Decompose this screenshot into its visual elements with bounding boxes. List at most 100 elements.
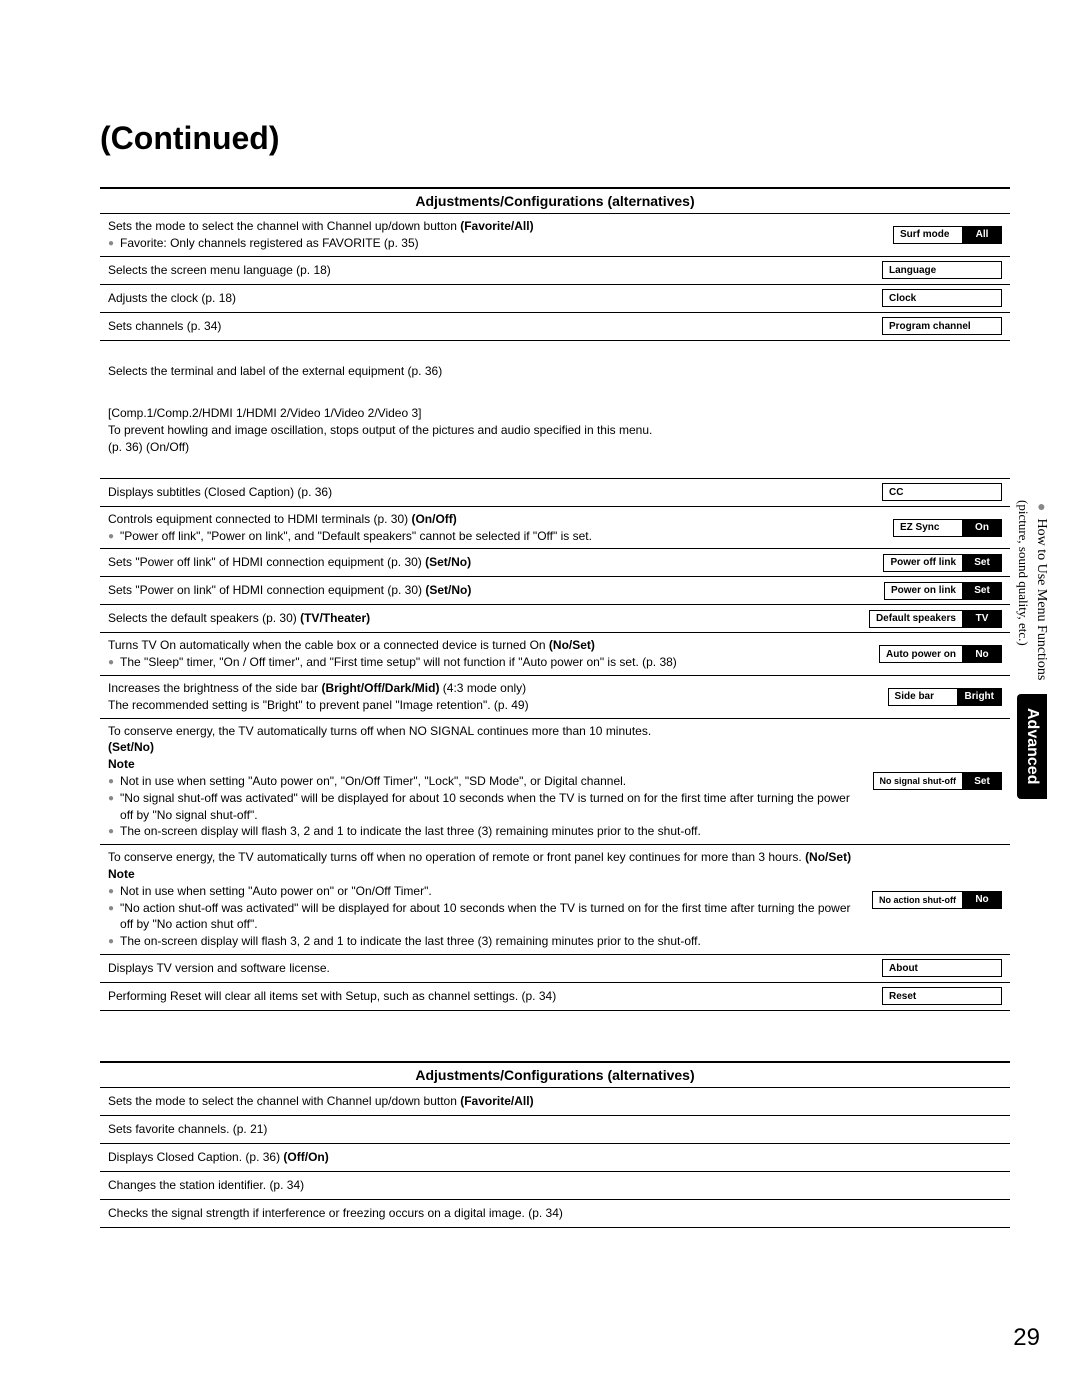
autopwr-label: Auto power on [879,645,963,663]
row-cc: Displays subtitles (Closed Caption) (p. … [100,479,1010,507]
poff-desc: Sets "Power off link" of HDMI connection… [108,555,425,569]
side-text-group: How to Use Menu Functions (picture, soun… [1014,500,1050,680]
comp-body: To prevent howling and image oscillation… [108,423,652,437]
row-poweroff: Sets "Power off link" of HDMI connection… [100,549,1010,577]
cc-desc: Displays subtitles (Closed Caption) (p. … [108,484,882,501]
prog-desc: Sets channels (p. 34) [108,318,882,335]
autopwr-bold: (No/Set) [549,638,595,652]
t2-r5-desc: Checks the signal strength if interferen… [108,1205,1002,1222]
noact-b3: The on-screen display will flash 3, 2 an… [120,933,701,950]
table2-header: Adjustments/Configurations (alternatives… [100,1061,1010,1088]
t2-r3-desc: Displays Closed Caption. (p. 36) [108,1150,283,1164]
sidebar-line2: The recommended setting is "Bright" to p… [108,698,529,712]
about-desc: Displays TV version and software license… [108,960,882,977]
comp-page: (p. 36) [108,440,146,454]
sidebar-label: Side bar [888,688,958,706]
pon-label: Power on link [884,582,963,600]
noact-note: Note [108,867,135,881]
sidebar-value: Bright [957,688,1002,706]
pon-desc: Sets "Power on link" of HDMI connection … [108,583,425,597]
defspk-bold: (TV/Theater) [300,611,370,625]
noact-b2: "No action shut-off was activated" will … [120,900,862,934]
t2-r1-bold: (Favorite/All) [460,1094,533,1108]
t2-r2-desc: Sets favorite channels. (p. 21) [108,1121,1002,1138]
row-noaction: To conserve energy, the TV automatically… [100,845,1010,955]
row-nosignal: To conserve energy, the TV automatically… [100,719,1010,846]
t2-r5: Checks the signal strength if interferen… [100,1200,1010,1228]
defspk-value: TV [962,610,1002,628]
surf-label: Surf mode [893,226,963,244]
side-line2: (picture, sound quality, etc.) [1016,500,1031,646]
poff-value: Set [962,554,1002,572]
prog-label: Program channel [882,317,1002,335]
sidebar-desc2: (4:3 mode only) [439,681,526,695]
t2-r3: Displays Closed Caption. (p. 36) (Off/On… [100,1144,1010,1172]
noact-b1: Not in use when setting "Auto power on" … [120,883,432,900]
surf-bold: (Favorite/All) [460,219,533,233]
row-reset: Performing Reset will clear all items se… [100,983,1010,1011]
noact-bold: (No/Set) [805,850,851,864]
about-label: About [882,959,1002,977]
t2-r3-bold: (Off/On) [283,1150,328,1164]
ez-desc: Controls equipment connected to HDMI ter… [108,512,411,526]
nosig-label: No signal shut-off [873,772,964,790]
nosig-b1: Not in use when setting "Auto power on",… [120,773,626,790]
sidebar-bold1: (Bright/Off/Dark/Mid) [321,681,439,695]
nosig-desc: To conserve energy, the TV automatically… [108,724,651,738]
row-defspeakers: Selects the default speakers (p. 30) (TV… [100,605,1010,633]
poff-label: Power off link [883,554,963,572]
row-poweron: Sets "Power on link" of HDMI connection … [100,577,1010,605]
row-ezsync: Controls equipment connected to HDMI ter… [100,507,1010,550]
nosig-bold: (Set/No) [108,740,154,754]
comp-bold: (On/Off) [146,440,189,454]
lang-label: Language [882,261,1002,279]
side-tab: How to Use Menu Functions (picture, soun… [1014,500,1050,799]
noact-desc: To conserve energy, the TV automatically… [108,850,805,864]
surf-value: All [962,226,1002,244]
autopwr-desc: Turns TV On automatically when the cable… [108,638,549,652]
bullet-icon [1034,500,1049,515]
defspk-label: Default speakers [869,610,963,628]
pon-value: Set [962,582,1002,600]
clock-desc: Adjusts the clock (p. 18) [108,290,882,307]
poff-bold: (Set/No) [425,555,471,569]
nosig-b2: "No signal shut-off was activated" will … [120,790,862,824]
t2-r1-desc: Sets the mode to select the channel with… [108,1094,460,1108]
ez-bullet: "Power off link", "Power on link", and "… [120,528,592,545]
side-line1: How to Use Menu Functions [1034,519,1049,681]
defspk-desc: Selects the default speakers (p. 30) [108,611,300,625]
noact-label: No action shut-off [872,891,963,909]
ez-value: On [962,519,1002,537]
lang-desc: Selects the screen menu language (p. 18) [108,262,882,279]
nosig-b3: The on-screen display will flash 3, 2 an… [120,823,701,840]
surf-desc: Sets the mode to select the channel with… [108,219,460,233]
autopwr-bullet: The "Sleep" timer, "On / Off timer", and… [120,654,677,671]
nosig-note: Note [108,757,135,771]
advanced-tab: Advanced [1017,694,1047,798]
page-title: (Continued) [100,120,1010,157]
row-language: Selects the screen menu language (p. 18)… [100,257,1010,285]
noact-value: No [962,891,1002,909]
terminal-desc: Selects the terminal and label of the ex… [100,359,1010,384]
autopwr-value: No [962,645,1002,663]
page-number: 29 [1013,1324,1040,1352]
row-sidebar: Increases the brightness of the side bar… [100,676,1010,719]
t2-r4-desc: Changes the station identifier. (p. 34) [108,1177,1002,1194]
t2-r4: Changes the station identifier. (p. 34) [100,1172,1010,1200]
row-about: Displays TV version and software license… [100,955,1010,983]
row-surf: Sets the mode to select the channel with… [100,214,1010,257]
comp-section: [Comp.1/Comp.2/HDMI 1/HDMI 2/Video 1/Vid… [100,401,1010,459]
table1-header: Adjustments/Configurations (alternatives… [100,187,1010,214]
t2-r2: Sets favorite channels. (p. 21) [100,1116,1010,1144]
ez-label: EZ Sync [893,519,963,537]
t2-r1: Sets the mode to select the channel with… [100,1088,1010,1116]
ez-bold: (On/Off) [411,512,456,526]
surf-bullet: Favorite: Only channels registered as FA… [120,235,419,252]
reset-label: Reset [882,987,1002,1005]
comp-heading: [Comp.1/Comp.2/HDMI 1/HDMI 2/Video 1/Vid… [108,406,422,420]
row-program-channel: Sets channels (p. 34) Program channel [100,313,1010,341]
row-clock: Adjusts the clock (p. 18) Clock [100,285,1010,313]
sidebar-desc1: Increases the brightness of the side bar [108,681,321,695]
nosig-value: Set [962,772,1002,790]
reset-desc: Performing Reset will clear all items se… [108,988,882,1005]
